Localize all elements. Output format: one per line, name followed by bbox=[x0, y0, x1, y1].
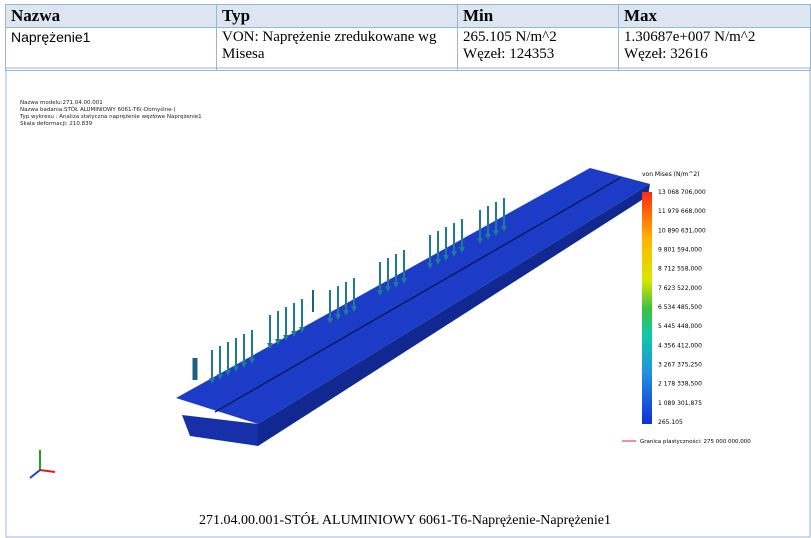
legend-label: 8 712 558,000 bbox=[658, 266, 702, 273]
legend-label: 9 801 594,000 bbox=[658, 247, 702, 254]
color-bar bbox=[642, 192, 652, 424]
info-text: Skala deformacji: 210.839 bbox=[20, 121, 93, 127]
beam-top bbox=[176, 168, 650, 424]
page: Nazwa Typ Min Max Naprężenie1 VON: Naprę… bbox=[0, 0, 811, 538]
info-text: Typ wykresu : Analiza statyczna naprężen… bbox=[19, 114, 202, 120]
legend-label: 265.105 bbox=[658, 419, 683, 426]
caption: 271.04.00.001-STÓŁ ALUMINIOWY 6061-T6-Na… bbox=[199, 511, 611, 528]
info-text: Nazwa badania:STÓŁ ALUMINIOWY 6061-T6(-D… bbox=[20, 106, 176, 113]
legend-label: 11 979 668,000 bbox=[658, 208, 706, 215]
legend-label: 10 890 631,000 bbox=[658, 227, 706, 234]
legend-label: 7 623 522,000 bbox=[658, 285, 702, 292]
legend-label: 3 267 375,250 bbox=[658, 362, 702, 369]
legend-label: 1 089 301,875 bbox=[658, 400, 702, 407]
legend-label: 2 178 338,500 bbox=[658, 381, 702, 388]
legend-label: 6 534 485,500 bbox=[658, 304, 702, 311]
figure: Nazwa modelu:271.04.00.001 Nazwa badania… bbox=[0, 0, 811, 538]
legend-title: von Mises (N/m^2) bbox=[642, 171, 700, 178]
yield-label: Granica plastyczności: 275 000 000,000 bbox=[640, 438, 751, 445]
beam-edge bbox=[215, 178, 620, 412]
legend-label: 4 356 412,000 bbox=[658, 342, 702, 349]
legend-label: 5 445 448,000 bbox=[658, 323, 702, 330]
triad bbox=[30, 450, 55, 478]
legend-label: 13 068 706,000 bbox=[658, 189, 706, 196]
info-text: Nazwa modelu:271.04.00.001 bbox=[20, 100, 103, 106]
